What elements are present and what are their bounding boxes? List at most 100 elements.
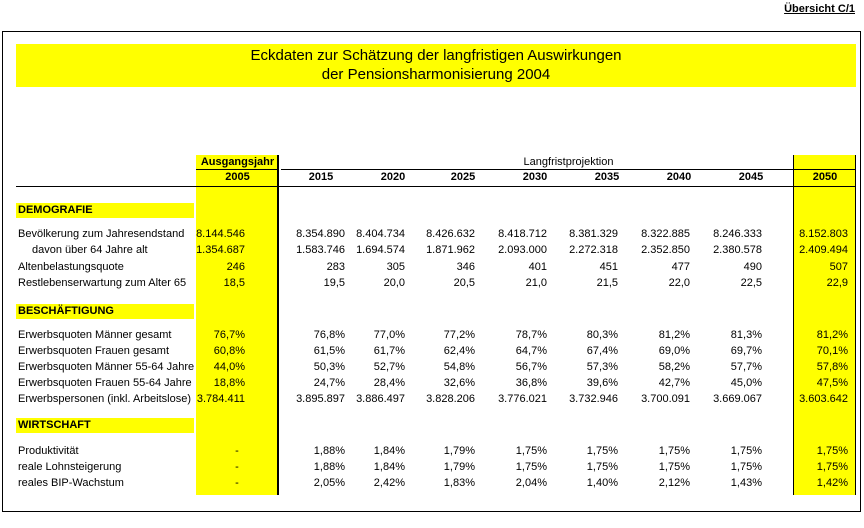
- table-cell: 1.583.746: [296, 244, 345, 256]
- table-cell: 2,42%: [373, 477, 405, 489]
- table-cell: 1,75%: [816, 461, 848, 473]
- row-label: Bevölkerung zum Jahresendstand: [18, 228, 185, 240]
- table-cell: 69,0%: [658, 345, 690, 357]
- table-cell: 76,7%: [213, 329, 245, 341]
- table-cell: 1,79%: [443, 461, 475, 473]
- table-cell: 3.828.206: [426, 393, 475, 405]
- projection-header-divider: [281, 169, 856, 170]
- table-cell: -: [235, 477, 239, 489]
- table-cell: 1,75%: [586, 461, 618, 473]
- table-cell: 70,1%: [816, 345, 848, 357]
- page-title: Eckdaten zur Schätzung der langfristigen…: [16, 44, 856, 87]
- table-cell: 32,6%: [443, 377, 475, 389]
- table-cell: 246: [226, 261, 245, 273]
- table-cell: 1,88%: [313, 445, 345, 457]
- table-cell: 81,3%: [730, 329, 762, 341]
- table-cell: 21,5: [596, 277, 618, 289]
- table-row: Erwerbspersonen (inkl. Arbeitslose) 3.784…: [0, 391, 864, 407]
- year-header-2050: 2050: [812, 171, 838, 183]
- section-header: WIRTSCHAFT: [16, 418, 194, 433]
- table-cell: 78,7%: [515, 329, 547, 341]
- table-cell: 3.669.067: [713, 393, 762, 405]
- table-row: Erwerbsquoten Männer gesamt 76,7% 76,8% 77,…: [0, 327, 864, 343]
- table-cell: 80,3%: [586, 329, 618, 341]
- year-header-2030: 2030: [522, 171, 548, 183]
- table-cell: 3.886.497: [356, 393, 405, 405]
- table-cell: 44,0%: [213, 361, 245, 373]
- base-year-column-highlight: [196, 155, 279, 495]
- year-header-2035: 2035: [594, 171, 620, 183]
- table-cell: 1,84%: [373, 461, 405, 473]
- section-header: BESCHÄFTIGUNG: [16, 304, 194, 319]
- table-cell: 1,75%: [730, 461, 762, 473]
- table-cell: 3.895.897: [296, 393, 345, 405]
- table-cell: 8.426.632: [426, 228, 475, 240]
- table-cell: 19,5: [323, 277, 345, 289]
- table-frame: [2, 31, 861, 512]
- table-cell: 1,75%: [515, 445, 547, 457]
- table-cell: -: [235, 461, 239, 473]
- table-cell: 8.144.546: [196, 228, 245, 240]
- table-cell: 3.700.091: [641, 393, 690, 405]
- uebersicht-label: Übersicht C/1: [784, 3, 855, 15]
- table-cell: 1,79%: [443, 445, 475, 457]
- table-cell: 20,5: [453, 277, 475, 289]
- table-cell: 1.354.687: [196, 244, 245, 256]
- table-cell: 57,7%: [730, 361, 762, 373]
- table-cell: 57,3%: [586, 361, 618, 373]
- table-cell: 3.603.642: [799, 393, 848, 405]
- table-cell: 52,7%: [373, 361, 405, 373]
- table-cell: 62,4%: [443, 345, 475, 357]
- table-cell: 2.093.000: [498, 244, 547, 256]
- table-row: Bevölkerung zum Jahresendstand 8.144.546 8…: [0, 226, 864, 242]
- table-cell: 1,83%: [443, 477, 475, 489]
- table-cell: 47,5%: [816, 377, 848, 389]
- section-header: DEMOGRAFIE: [16, 203, 194, 218]
- table-cell: 3.732.946: [569, 393, 618, 405]
- table-cell: 2.272.318: [569, 244, 618, 256]
- table-cell: 28,4%: [373, 377, 405, 389]
- table-cell: 54,8%: [443, 361, 475, 373]
- table-cell: 81,2%: [658, 329, 690, 341]
- table-row: reales BIP-Wachstum - 2,05% 2,42% 1,83% 2,04%…: [0, 475, 864, 491]
- table-cell: 76,8%: [313, 329, 345, 341]
- row-label: Erwerbsquoten Frauen gesamt: [18, 345, 170, 357]
- table-cell: 50,3%: [313, 361, 345, 373]
- table-cell: 2,05%: [313, 477, 345, 489]
- table-cell: 283: [326, 261, 345, 273]
- table-cell: 2,04%: [515, 477, 547, 489]
- table-cell: 22,0: [668, 277, 690, 289]
- table-cell: 77,0%: [373, 329, 405, 341]
- title-line-1: Eckdaten zur Schätzung der langfristigen…: [250, 47, 622, 64]
- table-cell: 67,4%: [586, 345, 618, 357]
- table-cell: 81,2%: [816, 329, 848, 341]
- table-cell: 8.404.734: [356, 228, 405, 240]
- table-cell: 1,75%: [515, 461, 547, 473]
- table-cell: 8.152.803: [799, 228, 848, 240]
- year-header-2040: 2040: [666, 171, 692, 183]
- row-label: davon über 64 Jahre alt: [32, 244, 148, 256]
- table-cell: 57,8%: [816, 361, 848, 373]
- table-cell: 1.871.962: [426, 244, 475, 256]
- table-cell: 8.381.329: [569, 228, 618, 240]
- table-cell: 64,7%: [515, 345, 547, 357]
- table-cell: 2.380.578: [713, 244, 762, 256]
- table-cell: 1,75%: [658, 461, 690, 473]
- year-header-2045: 2045: [738, 171, 764, 183]
- table-cell: 77,2%: [443, 329, 475, 341]
- row-label: Produktivität: [18, 445, 79, 457]
- table-cell: 2,12%: [658, 477, 690, 489]
- table-cell: 2.352.850: [641, 244, 690, 256]
- table-cell: 22,5: [740, 277, 762, 289]
- table-cell: 2.409.494: [799, 244, 848, 256]
- base-year-label: Ausgangsjahr: [200, 156, 275, 168]
- table-cell: 69,7%: [730, 345, 762, 357]
- table-cell: 477: [671, 261, 690, 273]
- projection-label: Langfristprojektion: [523, 156, 614, 168]
- table-cell: 507: [829, 261, 848, 273]
- table-cell: -: [235, 445, 239, 457]
- table-cell: 1,75%: [816, 445, 848, 457]
- table-cell: 61,5%: [313, 345, 345, 357]
- row-label: Erwerbsquoten Männer gesamt: [18, 329, 172, 341]
- row-label: Erwerbsquoten Männer 55-64 Jahre: [18, 361, 195, 373]
